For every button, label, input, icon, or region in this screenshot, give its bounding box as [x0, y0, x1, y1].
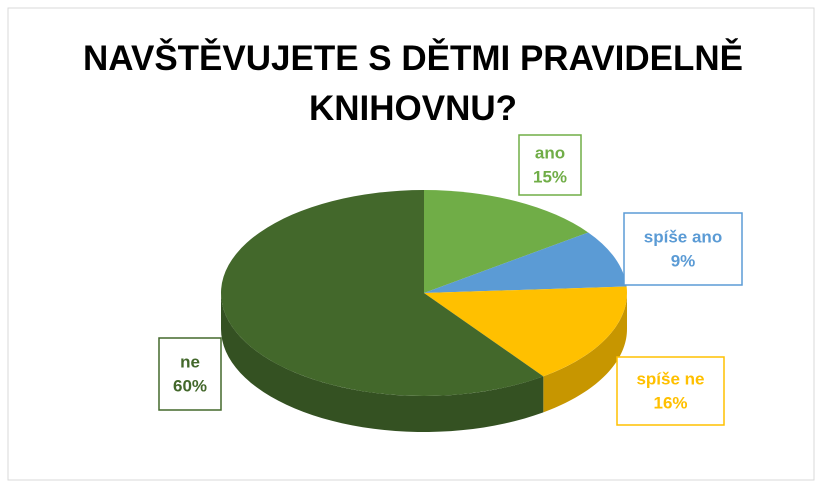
data-label-category: ne: [180, 352, 200, 371]
pie-slice: [220, 190, 544, 396]
pie-slice: [424, 190, 589, 293]
chart-title: NAVŠTĚVUJETE S DĚTMI PRAVIDELNĚ KNIHOVNU…: [83, 39, 743, 128]
data-label-value: 15%: [533, 167, 567, 186]
pie-slice-side: [221, 293, 544, 432]
pie-slice: [424, 286, 627, 377]
pie-slice: [424, 232, 627, 293]
data-label-category: ano: [535, 143, 565, 162]
data-label-box: [158, 337, 222, 411]
data-label-category: spíše ne: [636, 369, 704, 388]
data-label-value: 60%: [173, 376, 207, 395]
data-label-box: [616, 356, 725, 426]
data-label-box: [623, 212, 743, 286]
data-label-value: 16%: [653, 393, 687, 412]
data-label-value: 9%: [671, 251, 696, 270]
data-label-box: [518, 134, 582, 196]
pie-slice-side: [543, 293, 627, 413]
data-label-category: spíše ano: [644, 227, 722, 246]
